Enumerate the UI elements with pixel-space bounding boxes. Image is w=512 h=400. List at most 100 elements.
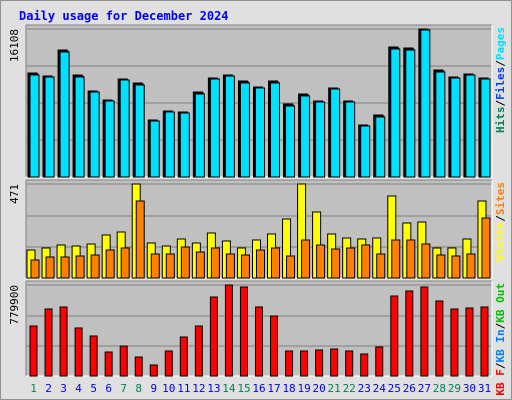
x-tick-label-1: 1 xyxy=(30,382,37,395)
top-panel-ymax-label: 16108 xyxy=(8,29,21,62)
x-tick-label-11: 11 xyxy=(177,382,190,395)
middle-panel-bar-sites-25 xyxy=(391,239,401,279)
middle-panel-bar-sites-10 xyxy=(165,253,175,279)
x-tick-label-23: 23 xyxy=(358,382,371,395)
top-panel-bar-pages-19 xyxy=(300,95,311,178)
top-panel-bar-pages-11 xyxy=(179,112,190,178)
bottom-panel-bar-kb-f-31 xyxy=(480,306,489,377)
top-panel-bar-pages-31 xyxy=(480,78,491,178)
x-tick-label-17: 17 xyxy=(267,382,280,395)
bottom-panel-legend: KB F/KB In/KB Out xyxy=(494,283,507,396)
x-tick-label-24: 24 xyxy=(373,382,387,395)
middle-panel-bar-sites-28 xyxy=(436,254,446,279)
top-panel-bar-pages-5 xyxy=(89,91,100,178)
top-panel-bar-pages-9 xyxy=(149,120,160,178)
top-panel-bar-pages-27 xyxy=(420,29,431,178)
middle-panel-bar-sites-19 xyxy=(301,239,311,279)
top-panel-bar-pages-10 xyxy=(164,111,175,178)
middle-panel-bar-sites-7 xyxy=(120,247,130,279)
bottom-panel-bar-kb-f-13 xyxy=(209,296,218,377)
bottom-panel-bar-kb-f-2 xyxy=(44,308,53,377)
x-tick-label-20: 20 xyxy=(313,382,326,395)
top-panel-bar-pages-25 xyxy=(390,48,401,178)
bottom-panel-bar-kb-f-25 xyxy=(390,295,399,377)
x-tick-label-9: 9 xyxy=(150,382,157,395)
bottom-panel-bar-kb-f-21 xyxy=(330,348,339,377)
bottom-panel-bar-kb-f-3 xyxy=(59,306,68,377)
middle-panel-ymax-label: 471 xyxy=(8,184,21,204)
middle-panel-bar-sites-13 xyxy=(210,247,220,279)
bottom-panel-bar-kb-f-19 xyxy=(300,350,309,377)
x-tick-label-15: 15 xyxy=(237,382,250,395)
middle-panel-bar-sites-2 xyxy=(45,256,55,279)
middle-panel-bar-sites-23 xyxy=(361,244,371,279)
x-tick-label-30: 30 xyxy=(463,382,476,395)
bottom-panel-bar-kb-f-20 xyxy=(315,349,324,377)
middle-panel-bar-sites-4 xyxy=(75,255,85,279)
x-tick-label-4: 4 xyxy=(75,382,82,395)
x-tick-label-10: 10 xyxy=(162,382,175,395)
top-panel-bar-pages-16 xyxy=(254,87,265,178)
top-panel-bar-pages-30 xyxy=(465,74,476,178)
top-panel-bar-pages-24 xyxy=(375,116,386,178)
top-panel-legend-item-2: Files xyxy=(494,67,507,100)
middle-panel-bar-sites-3 xyxy=(60,256,70,279)
middle-panel-bar-sites-18 xyxy=(286,255,296,279)
x-tick-label-22: 22 xyxy=(343,382,356,395)
bottom-panel-bar-kb-f-7 xyxy=(119,345,128,377)
bottom-panel-bar-kb-f-17 xyxy=(270,315,279,377)
top-panel-bar-pages-4 xyxy=(74,76,85,178)
bottom-panel-bar-kb-f-18 xyxy=(285,350,294,377)
top-panel-bar-pages-29 xyxy=(450,77,461,178)
x-tick-label-16: 16 xyxy=(252,382,265,395)
top-panel-bar-pages-13 xyxy=(209,78,220,178)
bottom-panel-bar-kb-f-16 xyxy=(254,306,263,377)
middle-panel-bar-sites-27 xyxy=(421,243,431,279)
middle-panel-bar-sites-17 xyxy=(271,247,281,279)
middle-panel-bar-sites-8 xyxy=(135,200,145,279)
x-tick-label-5: 5 xyxy=(90,382,97,395)
top-panel-legend-item-1: / xyxy=(494,100,507,107)
middle-panel-bar-sites-1 xyxy=(30,259,40,279)
x-tick-label-25: 25 xyxy=(388,382,401,395)
x-tick-label-7: 7 xyxy=(120,382,127,395)
x-tick-label-29: 29 xyxy=(448,382,461,395)
top-panel-legend-item-0: Hits xyxy=(494,107,507,134)
bottom-panel-bar-kb-f-15 xyxy=(239,286,248,377)
bottom-panel-bar-kb-f-1 xyxy=(29,325,38,377)
middle-panel-bar-sites-14 xyxy=(225,253,235,279)
x-tick-label-19: 19 xyxy=(297,382,310,395)
bottom-panel-bar-kb-f-22 xyxy=(345,350,354,377)
middle-panel-bar-sites-12 xyxy=(195,251,205,279)
bottom-panel-bar-kb-f-26 xyxy=(405,290,414,377)
top-panel-bar-pages-21 xyxy=(330,88,341,178)
x-tick-label-14: 14 xyxy=(222,382,236,395)
middle-panel-bar-sites-16 xyxy=(255,249,265,279)
top-panel-bar-pages-20 xyxy=(315,101,326,178)
bottom-panel-bar-kb-f-24 xyxy=(375,346,384,377)
bottom-panel-bar-kb-f-5 xyxy=(89,335,98,377)
middle-panel-bar-sites-11 xyxy=(180,246,190,279)
bottom-panel-bar-kb-f-12 xyxy=(194,325,203,377)
x-tick-label-27: 27 xyxy=(418,382,431,395)
bottom-panel-bar-kb-f-8 xyxy=(134,356,143,377)
x-tick-label-2: 2 xyxy=(45,382,52,395)
x-tick-label-3: 3 xyxy=(60,382,67,395)
middle-panel-legend-item-1: / xyxy=(494,215,507,222)
top-panel-bar-pages-15 xyxy=(239,82,250,178)
middle-panel-bar-sites-5 xyxy=(90,254,100,279)
top-panel-bar-pages-22 xyxy=(345,101,356,178)
middle-panel-bar-sites-6 xyxy=(105,249,115,279)
top-panel-bar-pages-3 xyxy=(59,51,70,178)
top-panel-legend-item-3: / xyxy=(494,60,507,67)
middle-panel-bar-sites-29 xyxy=(451,255,461,279)
middle-panel-bar-sites-9 xyxy=(150,253,160,279)
top-panel-bar-pages-18 xyxy=(285,105,296,178)
bottom-panel-ymax-label: 779900 xyxy=(8,285,21,325)
x-tick-label-28: 28 xyxy=(433,382,446,395)
x-tick-label-12: 12 xyxy=(192,382,205,395)
x-tick-label-26: 26 xyxy=(403,382,416,395)
top-panel-bar-pages-17 xyxy=(270,82,281,178)
